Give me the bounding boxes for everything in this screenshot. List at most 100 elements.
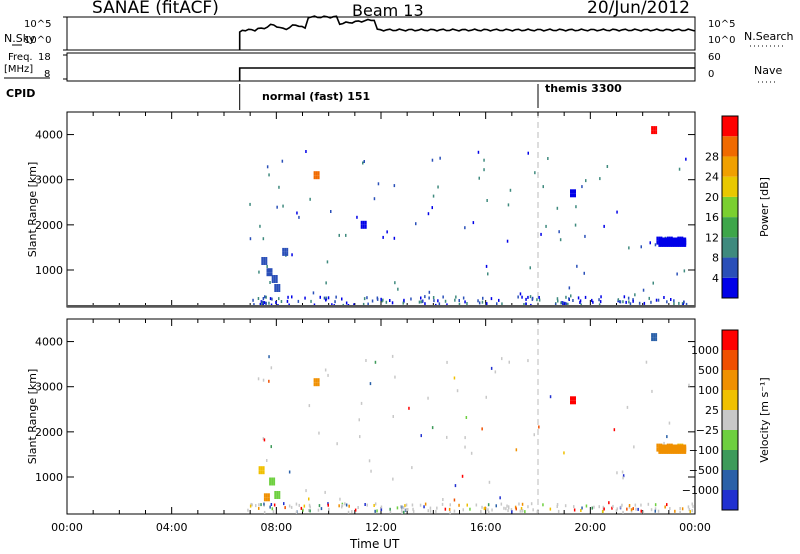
power-echo-cell [249,237,252,241]
velocity-echo-cell [515,507,517,511]
velocity-echo-cell [389,510,392,514]
power-echo-cell [529,295,532,299]
power-echo-cell [685,157,687,161]
nsky-label: N.Sky [4,32,36,45]
velocity-echo-cluster [574,396,576,401]
velocity-echo-cell [338,504,340,508]
velocity-echo-cell [290,505,293,509]
velocity-echo-cell [524,510,526,514]
power-echo-cell [648,296,650,300]
power-echo-cell [258,270,260,274]
velocity-echo-cell [373,504,375,507]
power-echo-cell [428,290,431,294]
velocity-echo-cell [654,507,657,511]
power-echo-cell [262,300,264,304]
velocity-echo-cell [370,469,372,473]
velocity-echo-patch [662,444,665,449]
power-echo-cell [640,245,642,249]
x-axis-label: Time UT [350,537,400,551]
power-echo-cell [670,298,672,301]
velocity-echo-cell [408,406,410,410]
power-echo-cell [490,297,493,301]
power-echo-cell [282,204,284,208]
power-echo-cluster [360,224,363,229]
power-echo-cell [363,160,365,163]
power-echo-cell [403,298,405,302]
velocity-echo-cell [616,471,618,475]
power-echo-cell [581,185,583,189]
velocity-echo-cell [271,507,274,511]
power-echo-cell [278,185,280,189]
power-echo-cell [538,298,541,302]
power-echo-cluster [274,284,277,288]
velocity-echo-cell [327,503,329,507]
velocity-echo-cell [339,497,341,501]
velocity-echo-cell [674,509,676,513]
velocity-echo-cell [394,375,396,379]
velocity-echo-cell [481,427,483,431]
velocity-echo-patch [673,444,676,449]
freq-label-line1: Freq. [8,52,33,63]
velocity-echo-patch [658,444,661,449]
power-echo-cell [276,205,278,209]
velocity-echo-cluster [656,443,659,448]
velocity-echo-patch [682,444,685,449]
power-echo-cluster [362,220,365,225]
power-echo-cell [568,286,571,290]
velocity-echo-cell [357,506,359,509]
power-echo-patch [667,237,670,242]
velocity-echo-cell [249,504,252,508]
power-echo-cell [538,296,540,299]
beam-title: Beam 13 [352,1,424,20]
velocity-echo-cluster [317,378,320,383]
velocity-colorbar-segment [722,390,738,410]
power-echo-cell [628,300,630,304]
velocity-echo-cell [288,504,291,508]
velocity-echo-cell [376,509,378,513]
velocity-echo-patch [684,444,687,449]
velocity-echo-cell [345,503,348,507]
power-echo-cell [655,298,658,302]
power-echo-cell [501,302,503,306]
velocity-echo-cell [464,436,466,440]
velocity-echo-cell [436,506,438,510]
power-colorbar-segment [722,196,738,218]
power-echo-cell [603,224,605,228]
velocity-echo-cell [491,508,493,512]
velocity-echo-cell [469,507,471,511]
power-echo-cell [558,230,560,234]
velocity-echo-cell [347,510,350,514]
power-echo-cell [393,184,396,188]
power-echo-cell [487,272,489,276]
velocity-echo-cell [621,470,624,474]
power-echo-cell [312,291,315,295]
power-echo-cell [556,206,559,210]
velocity-echo-cell [366,503,368,507]
power-echo-cell [634,293,636,297]
velocity-echo-cell [419,503,422,507]
power-echo-cell [592,300,594,304]
velocity-echo-cell [324,368,327,372]
power-echo-cell [622,300,624,304]
power-echo-cluster [282,251,285,256]
power-echo-cell [564,301,566,305]
power-echo-cell [584,295,587,299]
velocity-echo-cell [270,366,273,370]
velocity-echo-cell [273,503,276,507]
velocity-y-tick-label: 3000 [35,381,63,394]
velocity-panel-frame [66,318,696,515]
velocity-echo-cell [687,505,690,509]
velocity-echo-cell [613,428,616,432]
power-echo-cluster [362,224,365,229]
velocity-echo-cell [318,504,321,508]
velocity-echo-cell [424,502,427,506]
velocity-echo-cell [485,395,487,399]
power-echo-cell [252,298,254,302]
power-echo-cluster [364,224,367,229]
velocity-echo-patch [674,444,678,449]
power-echo-cluster [651,130,654,135]
power-echo-patch [658,237,661,242]
velocity-echo-cell [268,379,270,383]
velocity-echo-cell [284,506,286,510]
power-echo-cell [534,171,536,175]
